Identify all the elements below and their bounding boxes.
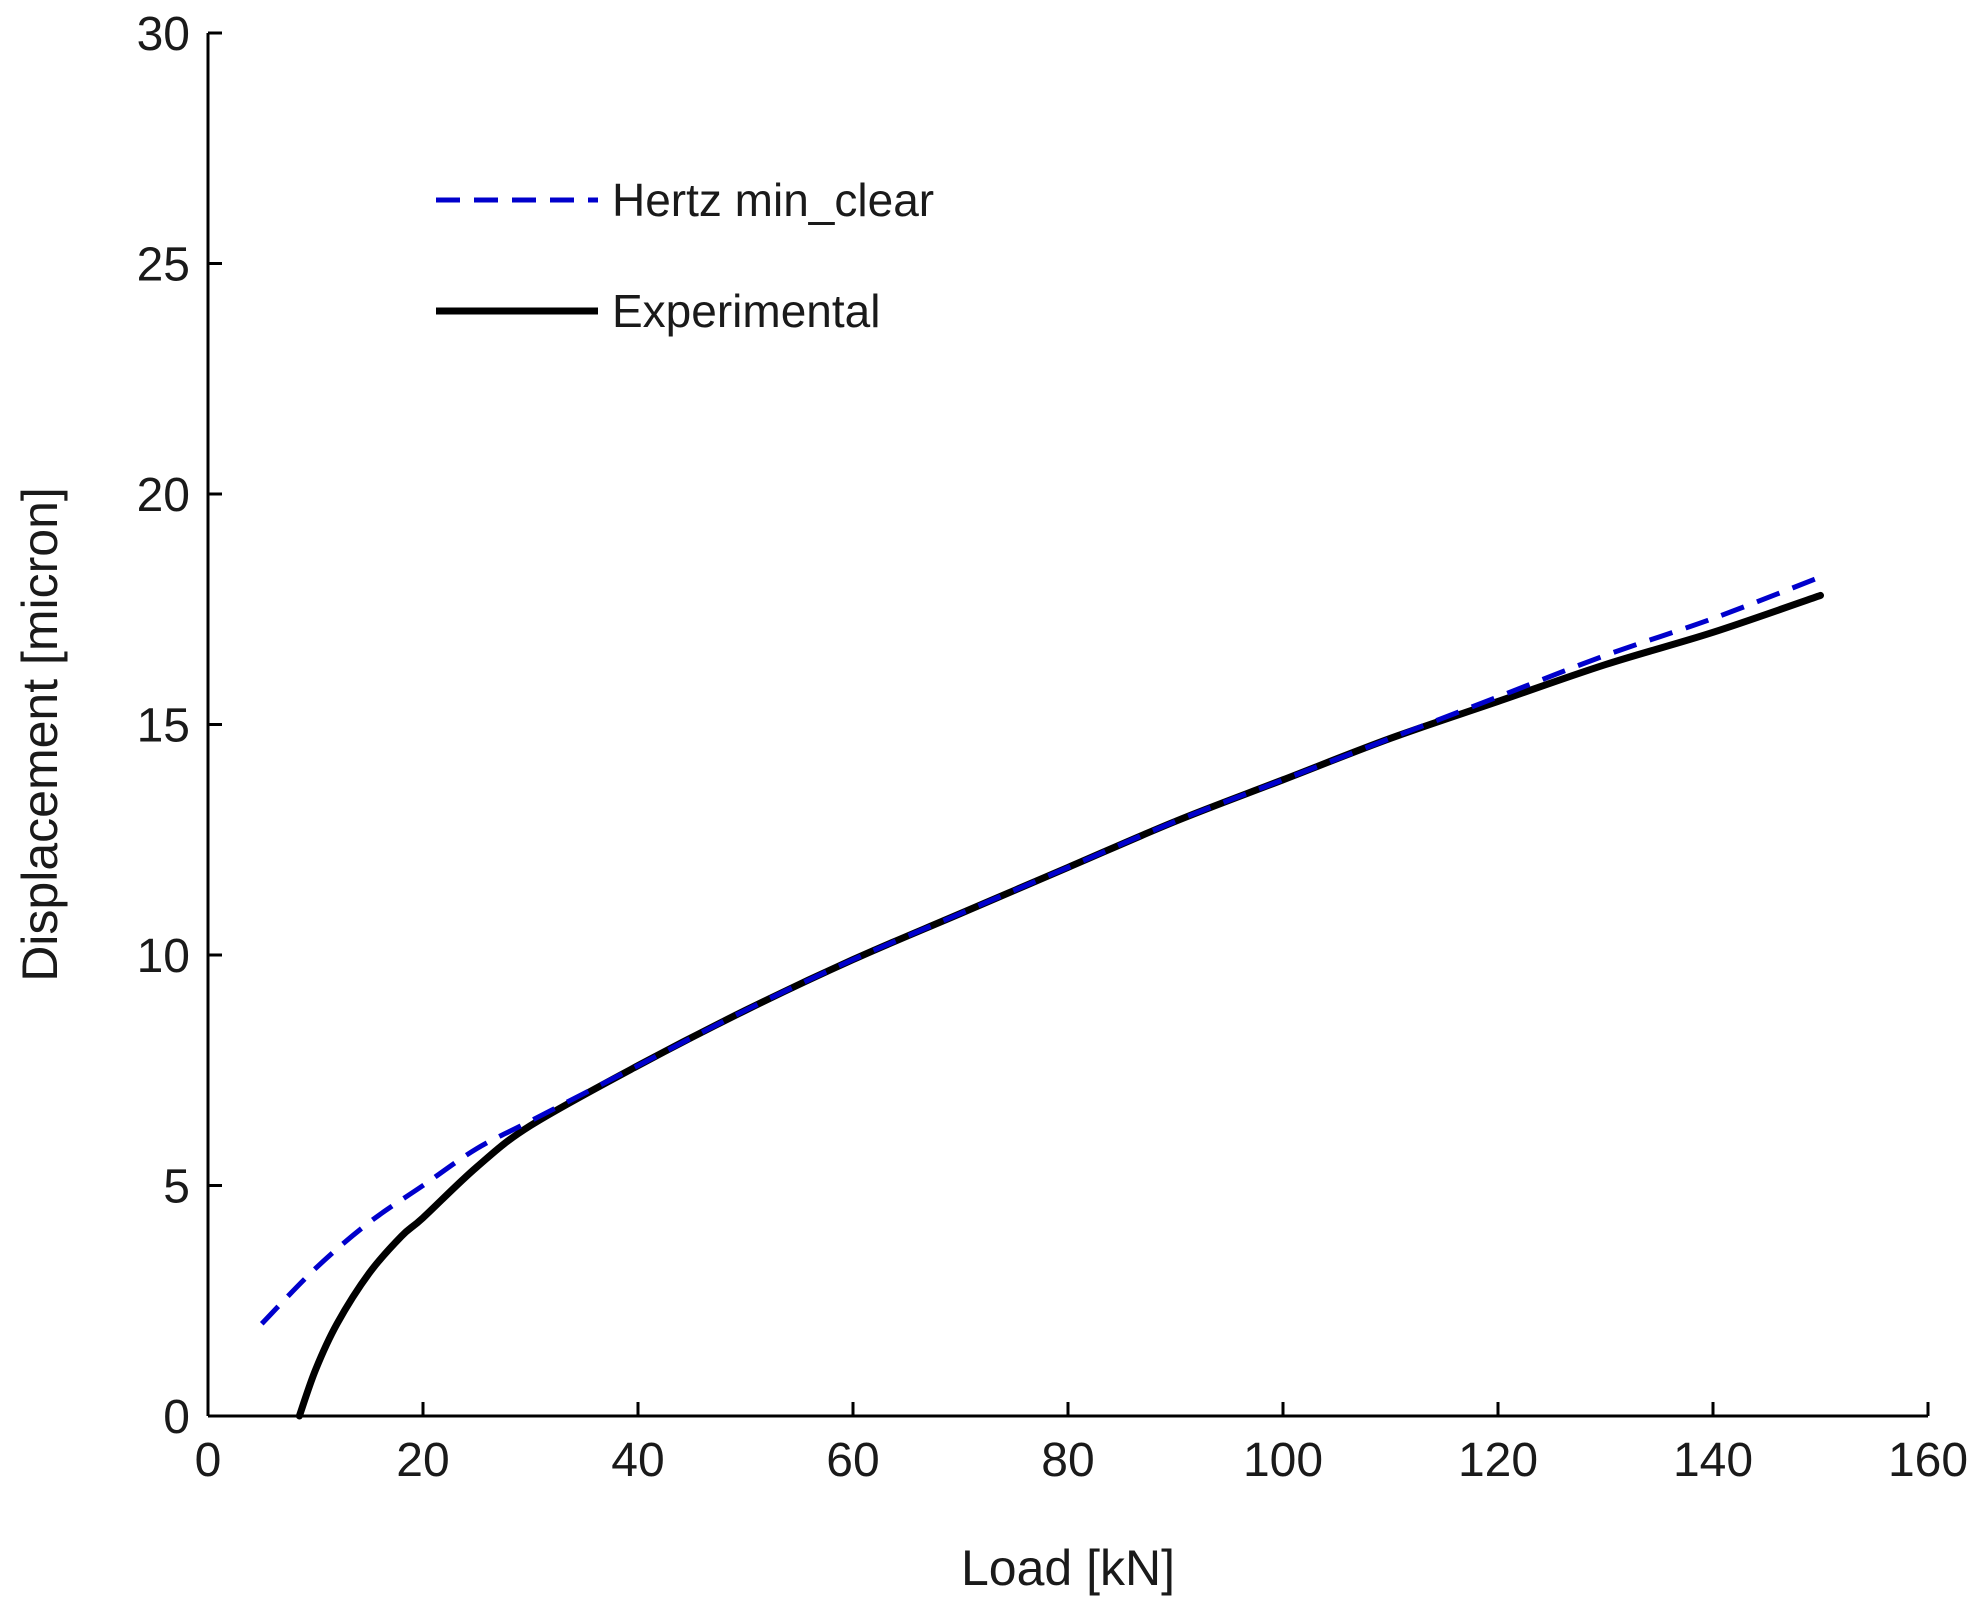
x-tick-label: 20 [396,1434,449,1487]
y-tick-label: 25 [137,239,190,292]
y-tick-label: 10 [137,930,190,983]
series-line-hertz-min-clear [259,574,1822,1326]
x-tick-label: 100 [1243,1434,1323,1487]
x-tick-label: 40 [611,1434,664,1487]
x-tick-label: 120 [1458,1434,1538,1487]
legend-label: Hertz min_clear [612,174,934,226]
y-ticks: 0 5 10 15 20 25 30 [137,8,222,1444]
y-tick-label: 5 [163,1161,190,1214]
series-line-experimental [295,591,1824,1420]
x-ticks: 0 20 40 60 80 100 120 140 160 [195,1402,1968,1487]
y-tick-label: 20 [137,469,190,522]
y-tick-label: 30 [137,8,190,61]
series-layer [259,574,1824,1420]
x-tick-label: 80 [1041,1434,1094,1487]
x-tick-label: 160 [1888,1434,1968,1487]
y-axis-label: Displacement [micron] [12,487,68,982]
y-tick-label: 15 [137,700,190,753]
x-tick-label: 0 [195,1434,222,1487]
y-tick-label: 0 [163,1391,190,1444]
x-tick-label: 60 [826,1434,879,1487]
legend-label: Experimental [612,285,880,337]
x-tick-label: 140 [1673,1434,1753,1487]
x-axis-label: Load [kN] [961,1540,1175,1596]
legend: Hertz min_clear Experimental [436,174,934,337]
